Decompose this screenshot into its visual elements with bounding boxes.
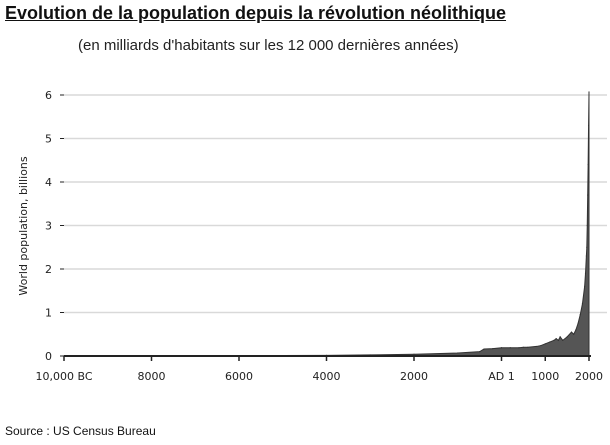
- data-point: [544, 343, 546, 345]
- data-point: [577, 322, 579, 324]
- data-point: [557, 339, 559, 341]
- y-tick-label-4: 4: [45, 176, 52, 189]
- x-tick-label: 6000: [225, 370, 253, 383]
- data-point: [584, 285, 586, 287]
- data-point: [413, 353, 415, 355]
- data-point: [509, 347, 511, 349]
- data-point: [522, 346, 524, 348]
- y-tick-label-3: 3: [45, 220, 52, 233]
- data-point: [555, 338, 557, 340]
- y-tick-label-6: 6: [45, 89, 52, 102]
- data-point: [587, 194, 589, 196]
- x-tick-label: 10,000 BC: [35, 370, 92, 383]
- chart-title: Evolution de la population depuis la rév…: [5, 3, 507, 23]
- data-point: [573, 333, 575, 335]
- chart-subtitle: (en milliards d'habitants sur les 12 000…: [78, 37, 459, 54]
- data-point: [584, 272, 587, 274]
- axes: [60, 94, 591, 361]
- source-note: Source : US Census Bureau: [5, 424, 156, 438]
- data-point: [579, 314, 581, 316]
- data-point: [479, 351, 481, 353]
- data-point: [549, 341, 551, 343]
- data-point: [587, 124, 590, 127]
- data-point: [535, 345, 538, 348]
- data-point: [553, 339, 555, 341]
- data-point: [518, 347, 520, 349]
- data-point: [559, 336, 561, 338]
- y-tick-label-1: 1: [45, 307, 52, 320]
- y-axis-label: World population, billions: [17, 156, 30, 295]
- data-point: [562, 339, 564, 341]
- data-point: [588, 91, 590, 93]
- data-point: [570, 331, 573, 333]
- population-chart: 0 1 2 3 4 5 6 10,000 BC 8000 6000 4000 2000 AD 1 1000…: [17, 89, 607, 383]
- data-point: [540, 344, 542, 347]
- x-tick-label: 8000: [138, 370, 166, 383]
- x-tick-label: AD 1: [488, 370, 515, 383]
- data-point: [457, 352, 459, 354]
- x-tick-label: 4000: [313, 370, 341, 383]
- area-layer: [63, 91, 590, 357]
- data-point: [483, 348, 485, 350]
- y-tick-label-2: 2: [45, 263, 52, 276]
- data-point: [586, 224, 588, 227]
- population-area: [63, 91, 590, 357]
- data-point: [527, 346, 529, 348]
- y-tick-label-5: 5: [45, 133, 52, 146]
- data-point: [587, 164, 589, 166]
- y-tick-label-0: 0: [45, 350, 52, 363]
- data-point: [500, 347, 503, 349]
- data-point: [585, 255, 587, 257]
- tick-labels: 0 1 2 3 4 5 6 10,000 BC 8000 6000 4000 2000 AD 1 1000…: [35, 89, 603, 383]
- data-point: [575, 329, 577, 331]
- data-point: [566, 336, 568, 338]
- grid-lines: [64, 94, 607, 314]
- x-tick-label: 2000: [400, 370, 428, 383]
- x-tick-label: 2000: [575, 370, 603, 383]
- data-point: [492, 348, 494, 350]
- data-point: [581, 303, 584, 305]
- data-point: [586, 246, 588, 248]
- x-tick-label: 1000: [531, 370, 559, 383]
